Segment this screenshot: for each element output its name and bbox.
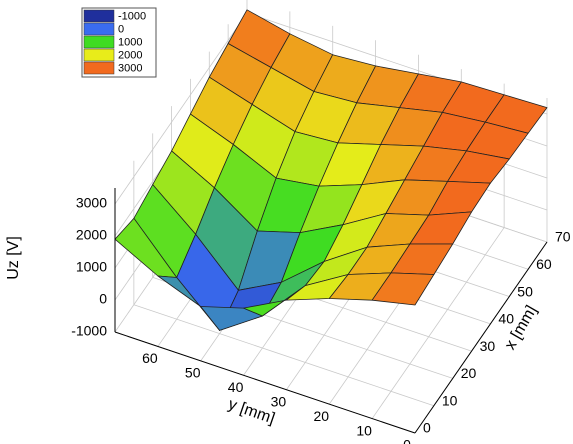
- surface: [114, 9, 548, 331]
- x-tick-label: 0: [423, 420, 431, 436]
- floor-grid-line: [133, 304, 434, 407]
- x-tick-label: 70: [555, 229, 571, 245]
- legend-swatch: [83, 22, 115, 36]
- axis-line: [414, 241, 548, 434]
- surface-patch: [371, 272, 435, 306]
- y-axis-title: y [mm]: [226, 396, 277, 428]
- legend-swatch: [83, 9, 115, 23]
- y-tick-label: 10: [356, 422, 372, 438]
- x-tick-label: 60: [536, 256, 552, 272]
- legend-label: 2000: [118, 49, 142, 61]
- x-tick-label: 40: [498, 311, 514, 327]
- legend-label: 1000: [118, 36, 142, 48]
- z-tick-label: 1000: [76, 259, 107, 275]
- z-tick-label: 0: [99, 291, 107, 307]
- z-tick-label: -1000: [71, 323, 107, 339]
- floor-grid-line: [371, 227, 505, 419]
- y-tick-label: 20: [313, 408, 329, 424]
- x-tick-label: 20: [461, 365, 477, 381]
- y-tick-label: 50: [185, 365, 201, 381]
- x-tick-label: 10: [442, 392, 458, 408]
- y-tick-label: 30: [271, 393, 287, 409]
- x-tick-label: 30: [480, 338, 496, 354]
- wall-grid-line: [114, 12, 248, 205]
- legend-label: 0: [118, 23, 124, 35]
- legend-label: -1000: [118, 10, 146, 22]
- z-axis-title: Uz [V]: [5, 236, 22, 280]
- y-tick-label: 0: [403, 437, 411, 444]
- y-tick-label: 60: [142, 350, 158, 366]
- legend-swatch: [83, 35, 115, 49]
- z-tick-label: 3000: [76, 195, 107, 211]
- legend-swatch: [83, 48, 115, 62]
- axis-line: [114, 331, 416, 434]
- legend-swatch: [83, 61, 115, 75]
- z-tick-label: 2000: [76, 227, 107, 243]
- legend-label: 3000: [118, 62, 142, 74]
- y-tick-label: 40: [228, 379, 244, 395]
- x-tick-label: 50: [517, 283, 533, 299]
